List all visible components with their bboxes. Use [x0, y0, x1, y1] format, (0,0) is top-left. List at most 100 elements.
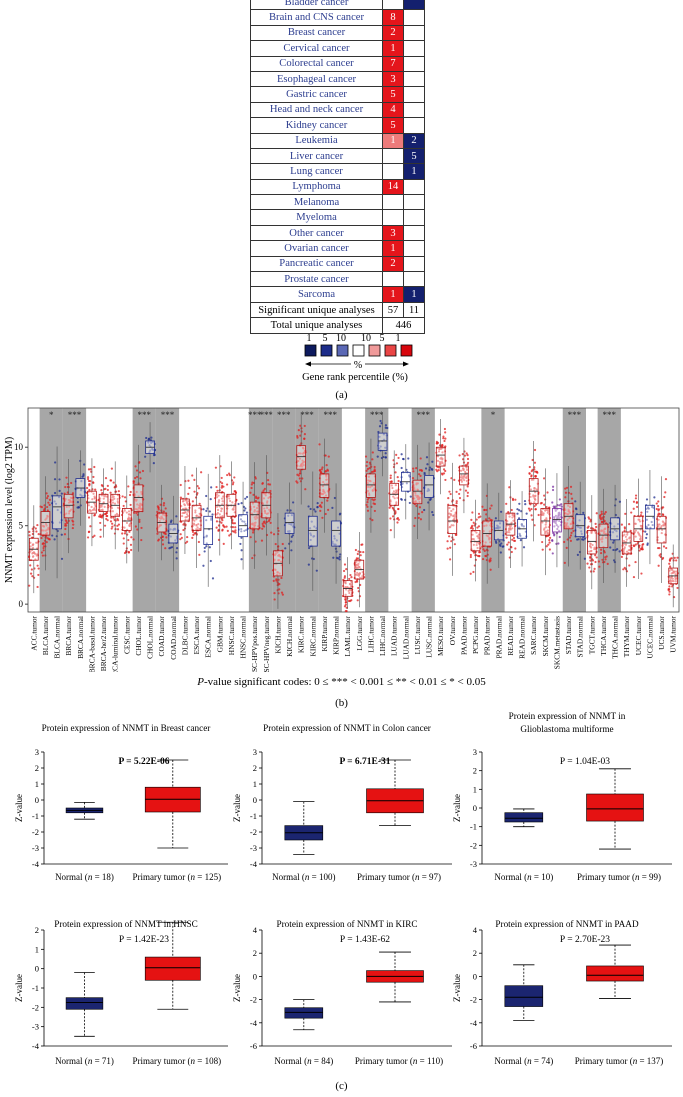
expression-point — [476, 535, 479, 538]
expression-point — [448, 535, 451, 538]
expression-point — [473, 524, 476, 527]
expression-point — [437, 450, 441, 453]
expression-point — [379, 419, 382, 423]
expression-point — [632, 575, 636, 579]
expression-point — [87, 516, 91, 519]
expression-point — [51, 534, 54, 537]
expression-point — [617, 522, 620, 526]
expression-point — [184, 480, 187, 483]
expression-point — [511, 527, 514, 530]
y-tick-label: -3 — [32, 1022, 39, 1032]
x-tick-label: KIRC.tumor — [297, 615, 306, 653]
expression-point — [416, 488, 419, 491]
over-expression-cell: 2 — [382, 24, 404, 42]
expression-point — [220, 497, 224, 500]
expression-point — [243, 529, 246, 532]
expression-point — [280, 591, 284, 594]
expression-point — [532, 494, 535, 497]
expression-point — [251, 481, 254, 484]
expression-point — [592, 528, 595, 531]
expression-point — [31, 532, 34, 536]
expression-point — [320, 471, 323, 474]
expression-point — [652, 516, 655, 519]
expression-point — [412, 467, 415, 470]
tumor-label: Primary tumor (n = 108) — [133, 1056, 222, 1066]
expression-point — [499, 544, 502, 547]
expression-point — [233, 522, 237, 525]
expression-point — [221, 519, 224, 522]
oncomine-row: Lymphoma 14 — [250, 178, 425, 196]
expression-point — [347, 589, 350, 592]
under-expression-cell — [403, 70, 425, 88]
expression-point — [668, 593, 671, 596]
expression-point — [264, 522, 267, 525]
under-expression-cell: 2 — [403, 132, 425, 149]
expression-point — [244, 522, 247, 526]
expression-point — [558, 498, 561, 501]
expression-point — [135, 490, 138, 494]
expression-point — [312, 557, 315, 561]
expression-point — [347, 599, 351, 603]
expression-point — [126, 533, 129, 536]
x-tick-label: BLCA.normal — [53, 616, 62, 659]
expression-point — [195, 524, 198, 527]
expression-point — [525, 512, 528, 515]
expression-point — [668, 590, 671, 593]
expression-point — [134, 476, 137, 480]
expression-point — [268, 483, 272, 486]
expression-point — [195, 493, 199, 496]
expression-point — [358, 560, 361, 563]
expression-point — [530, 478, 534, 481]
x-tick-label: STAD.normal — [576, 616, 585, 658]
expression-point — [676, 586, 679, 590]
expression-point — [210, 486, 213, 489]
expression-point — [555, 523, 558, 527]
expression-point — [547, 508, 550, 511]
expression-point — [615, 530, 618, 533]
expression-point — [135, 498, 138, 501]
expression-point — [460, 469, 463, 472]
expression-point — [588, 550, 591, 553]
significance-mark: *** — [161, 410, 175, 420]
expression-point — [349, 573, 352, 577]
expression-point — [191, 474, 194, 477]
expression-point — [446, 540, 449, 543]
expression-point — [518, 532, 521, 535]
expression-point — [182, 528, 185, 532]
expression-point — [395, 502, 398, 506]
expression-point — [345, 606, 348, 609]
expression-point — [476, 526, 479, 529]
expression-point — [396, 521, 399, 524]
expression-point — [348, 577, 351, 581]
expression-point — [618, 500, 622, 503]
expression-point — [507, 541, 510, 544]
expression-point — [209, 497, 212, 501]
expression-point — [265, 501, 269, 504]
expression-point — [264, 494, 267, 497]
expression-point — [215, 526, 218, 529]
expression-point — [638, 546, 641, 549]
expression-point — [350, 576, 353, 579]
expression-point — [251, 556, 254, 560]
expression-point — [567, 510, 570, 513]
expression-point — [551, 485, 555, 488]
expression-point — [145, 436, 148, 440]
expression-point — [29, 545, 32, 548]
box — [144, 956, 201, 981]
expression-point — [41, 554, 45, 557]
expression-point — [601, 558, 604, 561]
expression-point — [218, 505, 221, 508]
protein-plot: Protein expression of NNMT in PAAD-6-4-2… — [452, 919, 672, 1066]
expression-point — [29, 564, 32, 567]
expression-point — [303, 451, 306, 454]
expression-point — [87, 479, 90, 483]
expression-point — [479, 515, 482, 518]
expression-point — [245, 495, 249, 499]
expression-point — [629, 529, 632, 532]
expression-point — [127, 538, 130, 542]
expression-point — [79, 504, 82, 507]
expression-point — [158, 520, 161, 523]
expression-point — [290, 540, 293, 543]
expression-point — [510, 550, 513, 554]
expression-point — [111, 522, 114, 525]
